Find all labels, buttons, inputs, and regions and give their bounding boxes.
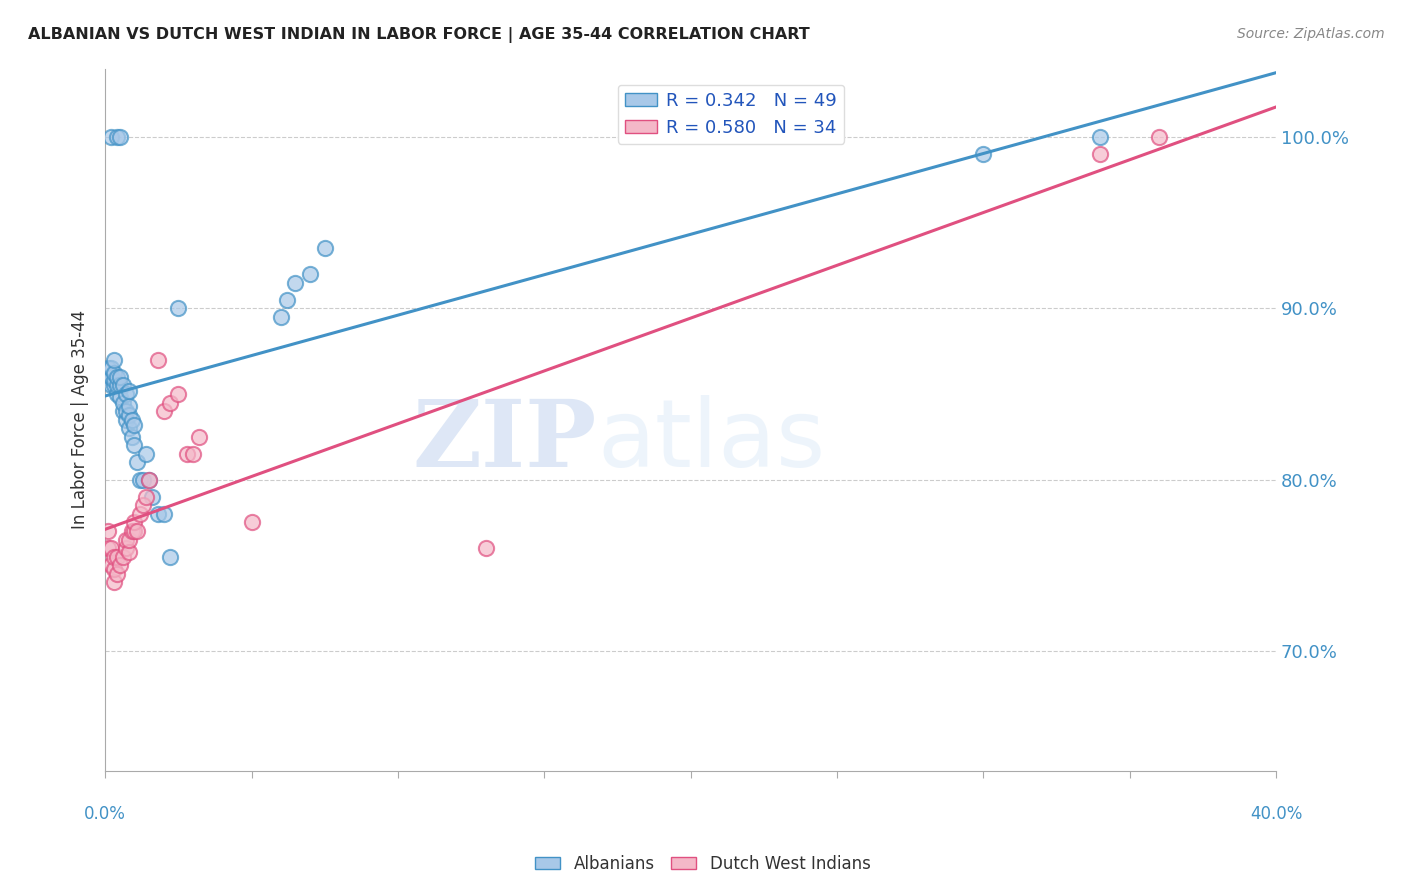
Point (127, 524, 149, 538)
Point (187, 430, 209, 444)
Point (138, 473, 160, 487)
Point (111, 395, 134, 409)
Point (135, 490, 157, 504)
Point (159, 549, 181, 564)
Point (146, 352, 169, 367)
Point (105, 130, 128, 145)
Point (121, 412, 143, 426)
Point (108, 369, 131, 384)
Point (314, 241, 336, 255)
Point (117, 399, 139, 413)
Point (103, 367, 125, 381)
Point (103, 373, 125, 387)
Point (1090, 130, 1112, 145)
Point (108, 390, 131, 404)
Point (97, 541, 120, 555)
Point (97, 361, 120, 376)
Point (124, 438, 146, 452)
Point (167, 387, 190, 401)
Point (108, 378, 131, 392)
Point (100, 378, 122, 392)
Point (108, 130, 131, 145)
Point (97, 524, 120, 538)
Point (103, 575, 125, 590)
Point (141, 490, 163, 504)
Text: ALBANIAN VS DUTCH WEST INDIAN IN LABOR FORCE | AGE 35-44 CORRELATION CHART: ALBANIAN VS DUTCH WEST INDIAN IN LABOR F… (28, 27, 810, 43)
Point (240, 516, 263, 530)
Point (159, 395, 181, 409)
Point (138, 473, 160, 487)
Point (100, 558, 122, 573)
Point (276, 293, 298, 307)
Point (117, 384, 139, 398)
Point (105, 378, 128, 392)
Point (146, 507, 169, 521)
Point (117, 408, 139, 422)
Point (284, 276, 307, 290)
Y-axis label: In Labor Force | Age 35-44: In Labor Force | Age 35-44 (72, 310, 89, 529)
Point (105, 369, 128, 384)
Point (124, 417, 146, 432)
Point (117, 421, 139, 435)
Point (100, 361, 122, 376)
Point (105, 549, 128, 564)
Point (117, 533, 139, 547)
Point (270, 310, 292, 324)
Point (103, 352, 125, 367)
Point (167, 301, 190, 316)
Point (97, 369, 120, 384)
Point (176, 447, 198, 461)
Point (114, 541, 136, 555)
Point (114, 387, 136, 401)
Point (103, 378, 125, 392)
Text: 0.0%: 0.0% (84, 805, 127, 823)
Text: ZIP: ZIP (413, 396, 598, 486)
Point (103, 562, 125, 576)
Point (1147, 130, 1170, 145)
Point (114, 412, 136, 426)
Point (114, 404, 136, 418)
Point (181, 447, 204, 461)
Point (121, 524, 143, 538)
Text: atlas: atlas (598, 394, 825, 487)
Point (111, 549, 134, 564)
Point (108, 558, 131, 573)
Point (103, 549, 125, 564)
Point (127, 455, 149, 469)
Point (124, 516, 146, 530)
Point (135, 447, 157, 461)
Point (100, 369, 122, 384)
Point (152, 507, 174, 521)
Point (972, 147, 994, 161)
Text: 40.0%: 40.0% (1250, 805, 1302, 823)
Legend: Albanians, Dutch West Indians: Albanians, Dutch West Indians (529, 848, 877, 880)
Point (111, 404, 134, 418)
Point (129, 473, 152, 487)
Point (299, 267, 322, 281)
Point (100, 130, 122, 145)
Point (132, 498, 155, 512)
Point (132, 473, 155, 487)
Point (114, 533, 136, 547)
Point (1090, 147, 1112, 161)
Point (129, 507, 152, 521)
Point (124, 524, 146, 538)
Text: Source: ZipAtlas.com: Source: ZipAtlas.com (1237, 27, 1385, 41)
Point (117, 544, 139, 558)
Point (152, 404, 174, 418)
Point (121, 430, 143, 444)
Point (105, 566, 128, 581)
Point (100, 541, 122, 555)
Point (474, 541, 496, 555)
Point (111, 378, 134, 392)
Legend: R = 0.342   N = 49, R = 0.580   N = 34: R = 0.342 N = 49, R = 0.580 N = 34 (617, 85, 845, 144)
Point (105, 387, 128, 401)
